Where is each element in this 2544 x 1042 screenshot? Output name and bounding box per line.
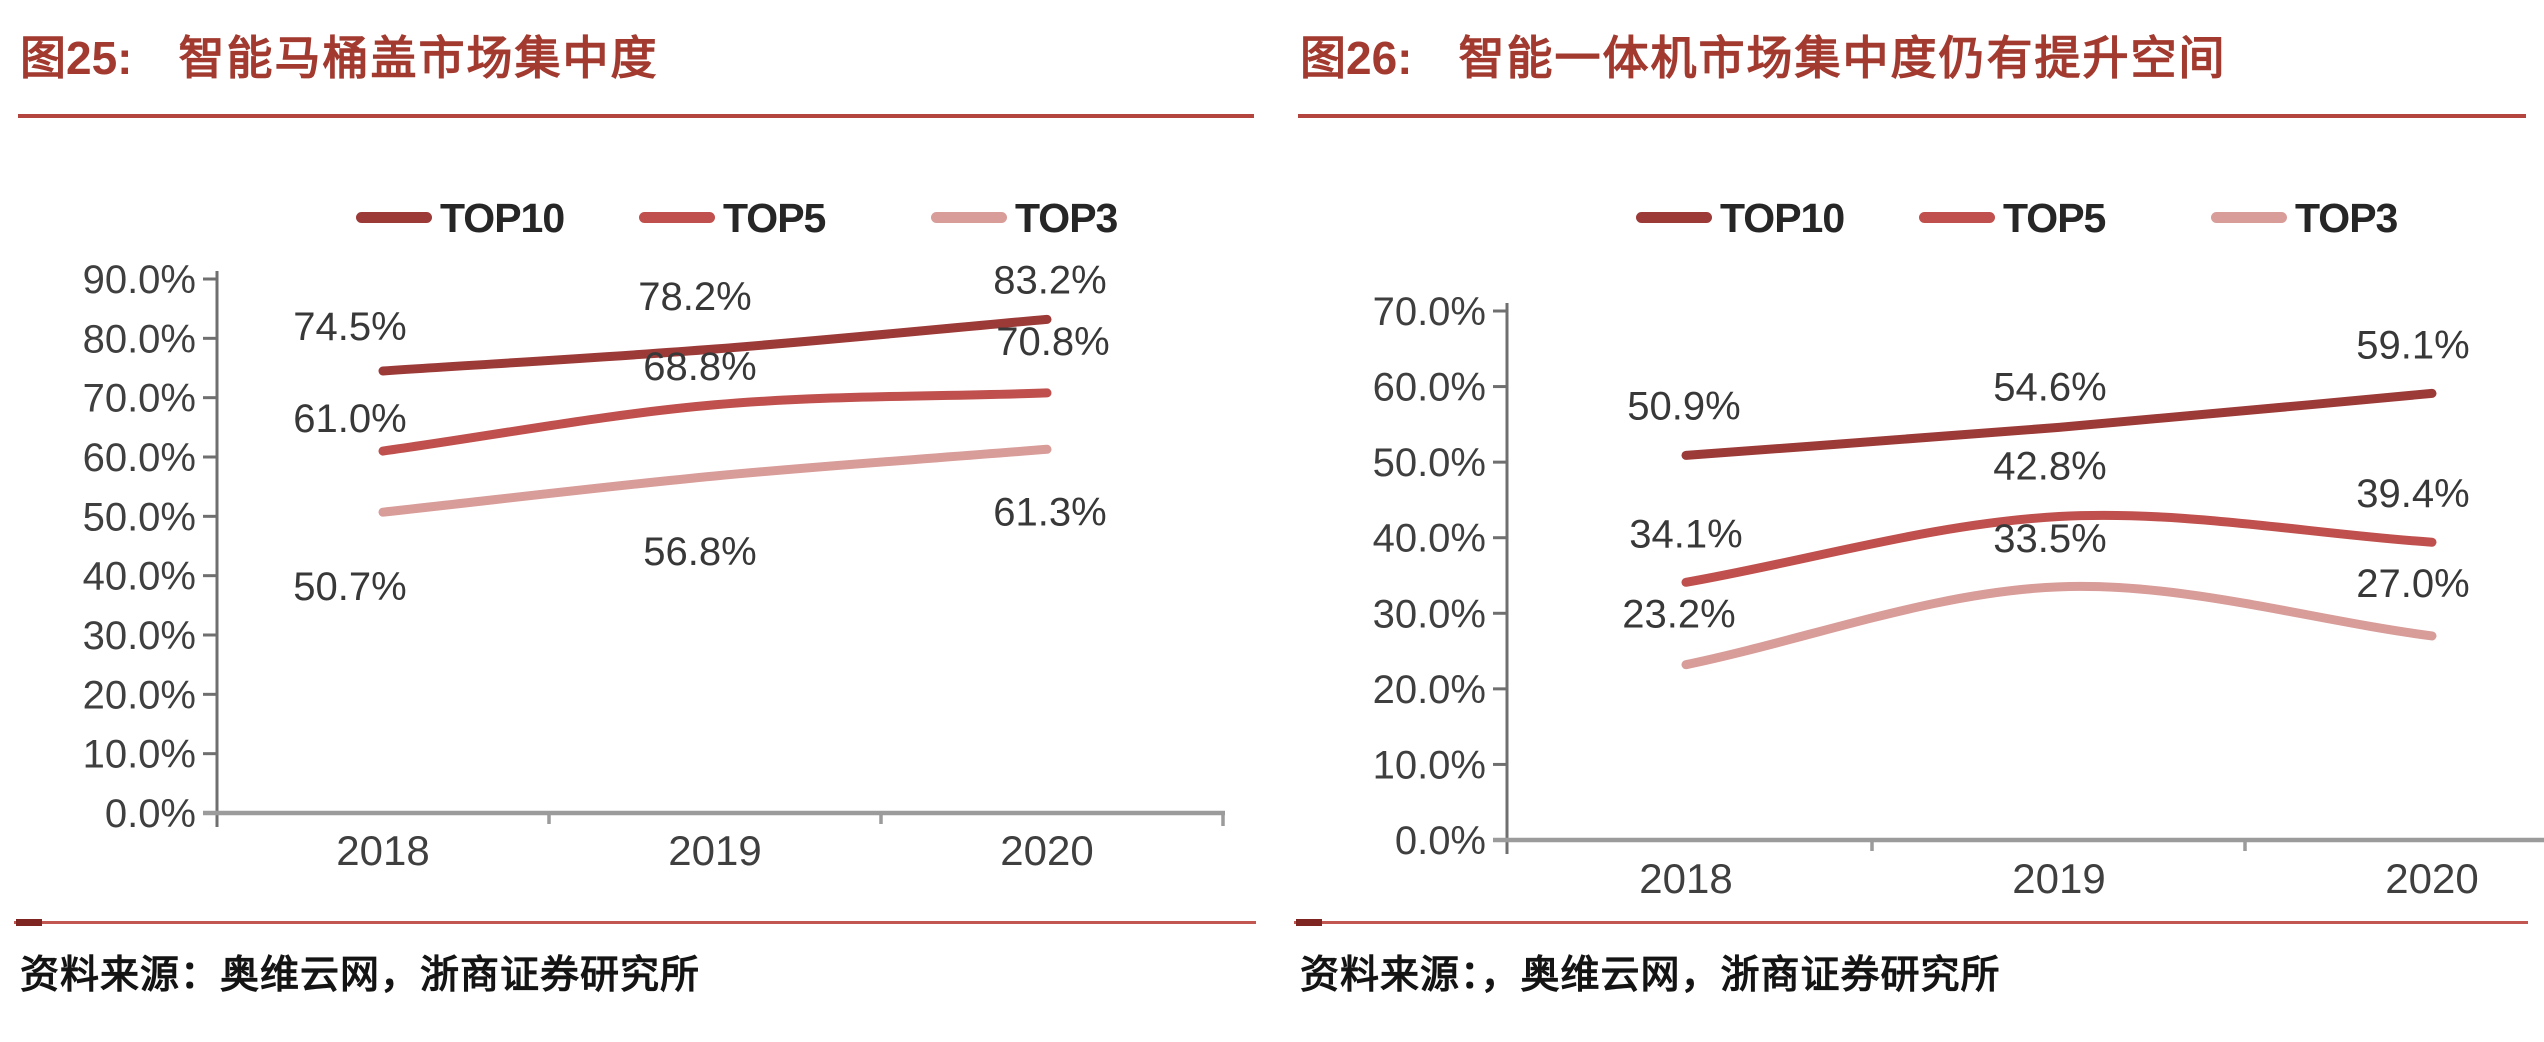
figure-number: 图25:	[20, 32, 133, 84]
y-tick-label: 90.0%	[83, 258, 196, 302]
y-tick-label: 70.0%	[83, 377, 196, 421]
y-tick-label: 30.0%	[1373, 592, 1486, 636]
series-line-top10	[378, 314, 1052, 376]
title-underline	[1298, 114, 2526, 118]
data-label-top3-2020: 61.3%	[993, 490, 1106, 534]
footer-divider-cap	[16, 919, 42, 926]
y-tick-label: 50.0%	[1373, 441, 1486, 485]
y-tick-label: 20.0%	[1373, 668, 1486, 712]
y-tick-label: 50.0%	[83, 495, 196, 539]
y-tick-label: 30.0%	[83, 614, 196, 658]
data-label-top3-2019: 33.5%	[1993, 517, 2106, 561]
data-label-top10-2019: 54.6%	[1993, 365, 2106, 409]
x-tick-label: 2019	[668, 827, 761, 874]
source-note: 资料来源：奥维云网，浙商证券研究所	[20, 954, 701, 997]
legend-label: TOP3	[1015, 195, 1118, 241]
x-tick-label: 2020	[1000, 827, 1093, 874]
data-label-top10-2020: 83.2%	[993, 258, 1106, 302]
figure-title-row: 图25: 智能马桶盖市场集中度	[20, 30, 1256, 88]
x-tick-label: 2018	[336, 827, 429, 874]
figure-panel-26: 图26: 智能一体机市场集中度仍有提升空间 TOP10 TOP5 TOP3 0.0% 10…	[1280, 0, 2544, 1042]
series-line-top10	[1681, 388, 2437, 460]
source-note: 资料来源：，奥维云网，浙商证券研究所	[1300, 954, 2001, 997]
figure-title: 智能一体机市场集中度仍有提升空间	[1458, 32, 2227, 84]
legend-label: TOP10	[1720, 195, 1844, 241]
legend-item-top3: TOP3	[931, 195, 1119, 241]
data-label-top5-2018: 61.0%	[293, 397, 406, 441]
y-tick-label: 40.0%	[83, 555, 196, 599]
legend-swatch-top3	[931, 212, 1007, 223]
series-line-top3	[1681, 581, 2437, 670]
footer-divider-cap	[1296, 919, 1322, 926]
data-label-top10-2018: 50.9%	[1627, 384, 1740, 428]
legend-item-top5: TOP5	[1919, 195, 2107, 241]
legend-label: TOP5	[2003, 195, 2106, 241]
x-tick-label: 2019	[2012, 855, 2105, 902]
line-chart-market-concentration-all-in-one: TOP10 TOP5 TOP3 0.0% 10.0% 20.0% 30.0% 40.0% 50.…	[1373, 195, 2544, 902]
legend-swatch-top3	[2211, 212, 2287, 223]
title-underline	[18, 114, 1254, 118]
legend-swatch-top5	[639, 212, 715, 223]
series-line-top5	[378, 388, 1052, 456]
line-chart-market-concentration-toilet-lid: TOP10 TOP5 TOP3 0.0% 10.0% 20.0% 30.0% 40.0% 50.…	[83, 195, 1225, 874]
y-tick-label: 70.0%	[1373, 290, 1486, 334]
legend-label: TOP5	[723, 195, 826, 241]
y-tick-label: 10.0%	[1373, 743, 1486, 787]
data-label-top3-2020: 27.0%	[2356, 562, 2469, 606]
data-label-top5-2019: 68.8%	[643, 345, 756, 389]
legend-swatch-top10	[356, 212, 432, 223]
data-label-top10-2018: 74.5%	[293, 305, 406, 349]
x-tick-label: 2018	[1639, 855, 1732, 902]
data-label-top3-2018: 50.7%	[293, 565, 406, 609]
data-label-top3-2019: 56.8%	[643, 530, 756, 574]
y-tick-label: 20.0%	[83, 673, 196, 717]
series-line-top3	[378, 444, 1052, 517]
data-label-top5-2020: 70.8%	[996, 320, 1109, 364]
legend-swatch-top10	[1636, 212, 1712, 223]
figure-number: 图26:	[1300, 32, 1413, 84]
y-tick-label: 0.0%	[1395, 819, 1486, 863]
legend-item-top10: TOP10	[356, 195, 565, 241]
figure-panel-25: 图25: 智能马桶盖市场集中度 TOP10 TOP5 TOP3 0.0% 10.0% 20.…	[14, 30, 1256, 997]
series-line-top5	[1681, 510, 2437, 587]
data-label-top10-2020: 59.1%	[2356, 323, 2469, 367]
footer-divider	[1294, 919, 2528, 926]
data-label-top10-2019: 78.2%	[638, 275, 751, 319]
y-tick-label: 60.0%	[1373, 366, 1486, 410]
legend-label: TOP3	[2295, 195, 2398, 241]
data-label-top3-2018: 23.2%	[1622, 593, 1735, 637]
y-tick-label: 60.0%	[83, 436, 196, 480]
data-label-top5-2019: 42.8%	[1993, 445, 2106, 489]
y-tick-label: 80.0%	[83, 317, 196, 361]
figure-title-row: 图26: 智能一体机市场集中度仍有提升空间	[1300, 30, 2528, 88]
footer-divider	[14, 919, 1256, 926]
legend-item-top10: TOP10	[1636, 195, 1845, 241]
y-tick-label: 0.0%	[105, 792, 196, 836]
y-tick-label: 40.0%	[1373, 517, 1486, 561]
data-label-top5-2018: 34.1%	[1629, 512, 1742, 556]
legend-item-top5: TOP5	[639, 195, 827, 241]
data-label-top5-2020: 39.4%	[2356, 472, 2469, 516]
legend-item-top3: TOP3	[2211, 195, 2399, 241]
legend-label: TOP10	[440, 195, 564, 241]
y-tick-label: 10.0%	[83, 733, 196, 777]
x-tick-label: 2020	[2385, 855, 2478, 902]
figure-title: 智能马桶盖市场集中度	[178, 32, 659, 84]
legend-swatch-top5	[1919, 212, 1995, 223]
